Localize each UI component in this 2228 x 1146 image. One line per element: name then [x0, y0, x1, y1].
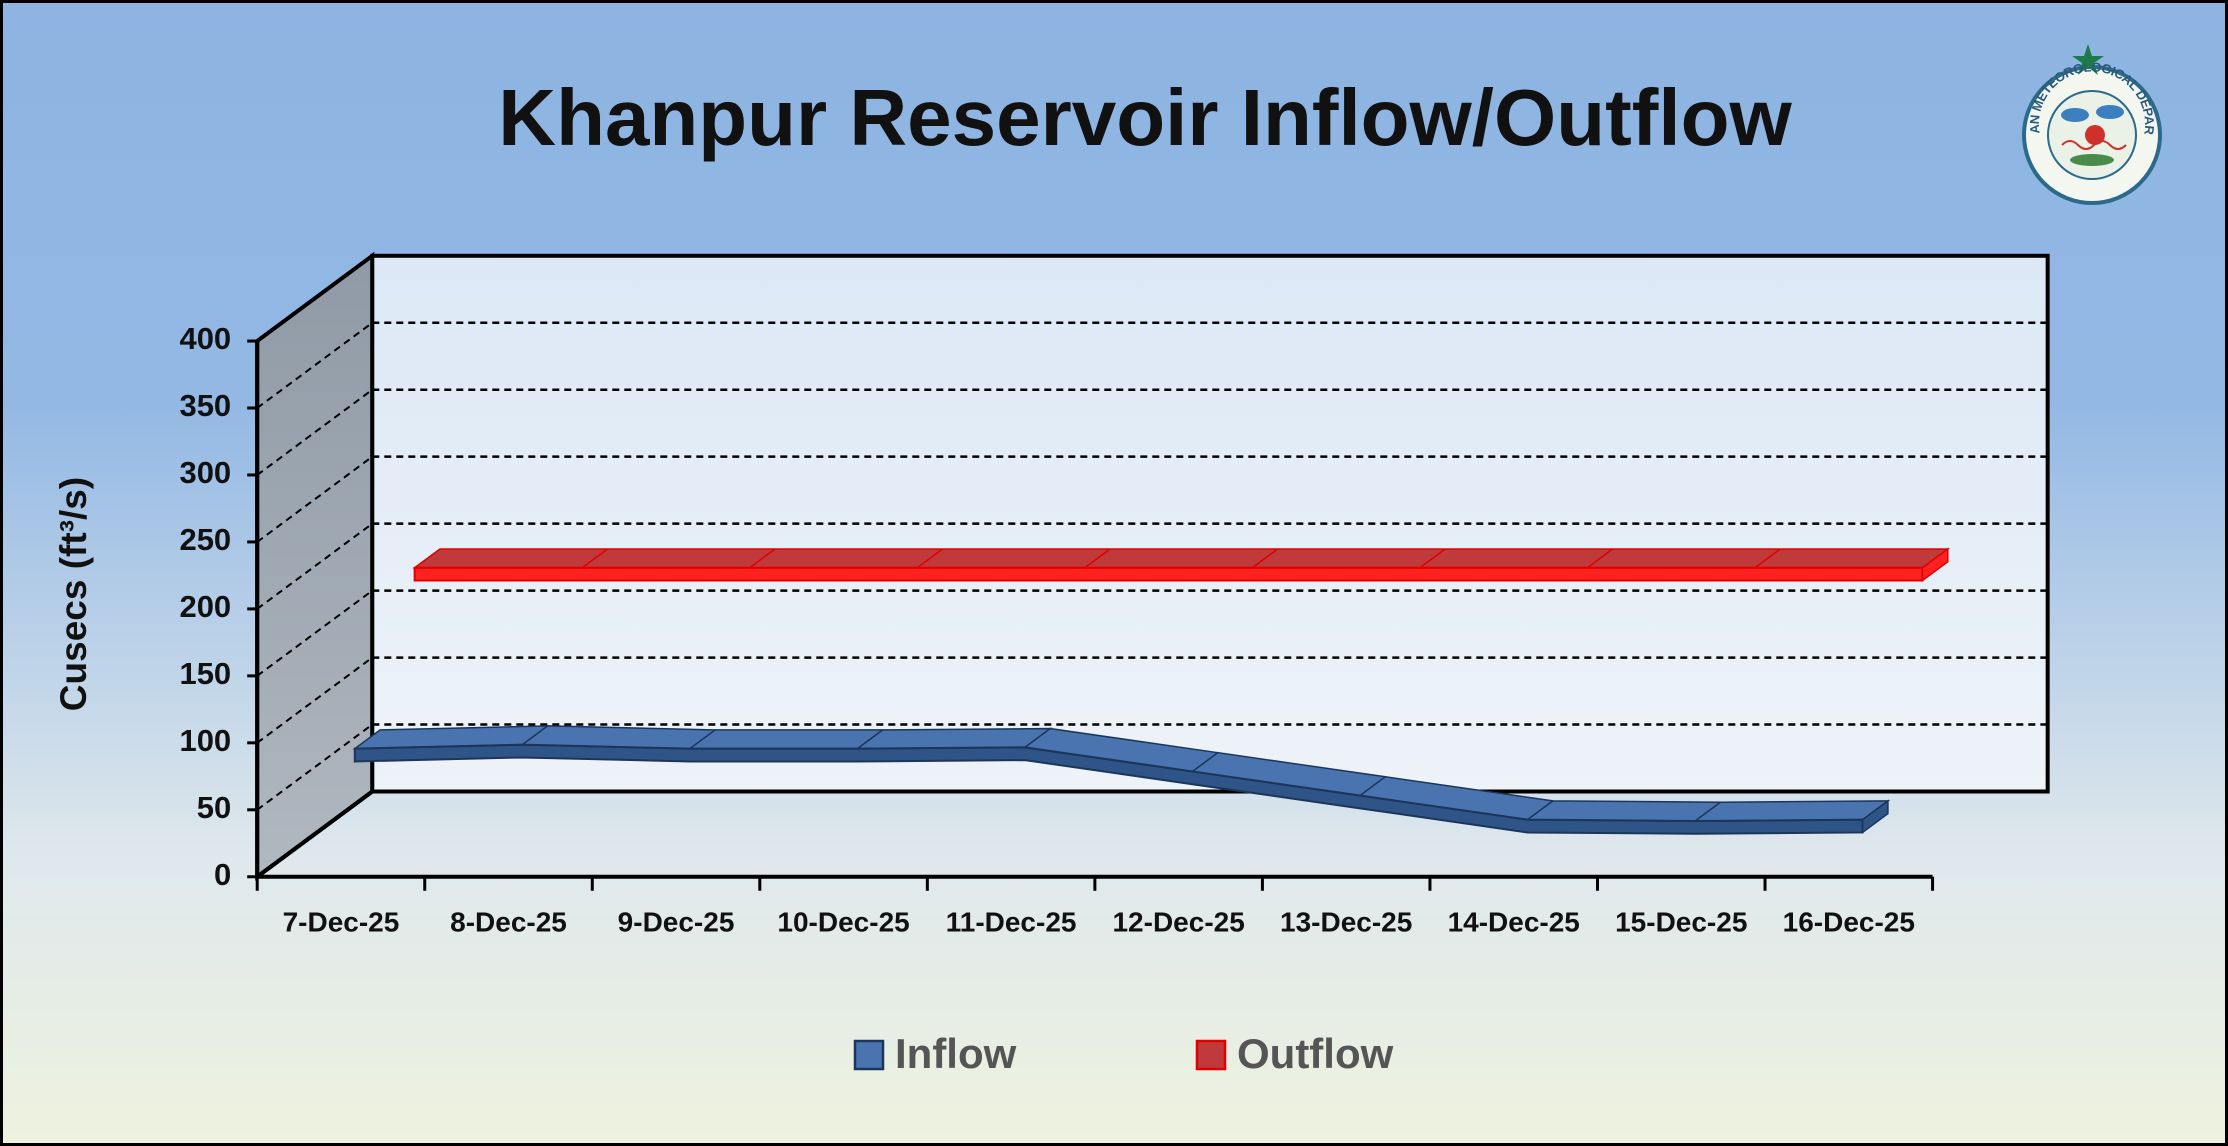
x-tick-label: 15-Dec-25 [1615, 906, 1747, 937]
x-tick-label: 13-Dec-25 [1280, 906, 1412, 937]
x-tick-label: 12-Dec-25 [1112, 906, 1244, 937]
ribbon-cap [1861, 799, 1889, 834]
floor-edge [256, 789, 374, 879]
x-tick-label: 16-Dec-25 [1783, 906, 1915, 937]
logo-cloud [2061, 108, 2089, 122]
y-tick-label: 50 [197, 790, 231, 825]
ribbon-cap [1921, 547, 1949, 583]
legend-label: Inflow [895, 1030, 1017, 1077]
logo-sun [2085, 125, 2105, 145]
y-tick-label: 400 [179, 321, 231, 356]
chart-title: Khanpur Reservoir Inflow/Outflow [498, 73, 1792, 162]
logo-wave [2061, 140, 2127, 150]
x-tick-label: 7-Dec-25 [283, 906, 400, 937]
y-tick-label: 350 [179, 388, 231, 423]
y-tick-label: 200 [179, 589, 231, 624]
x-tick-label: 8-Dec-25 [450, 906, 567, 937]
x-tick-label: 10-Dec-25 [777, 906, 909, 937]
y-tick-label: 250 [179, 522, 231, 557]
legend-swatch [1195, 1039, 1227, 1071]
legend-label: Outflow [1237, 1030, 1394, 1077]
logo-cloud [2096, 105, 2124, 119]
x-tick-label: 14-Dec-25 [1448, 906, 1580, 937]
y-tick-label: 100 [179, 723, 231, 758]
back-wall [370, 253, 2050, 794]
series-line [354, 743, 1863, 822]
y-tick-label: 300 [179, 455, 231, 490]
ribbon-side [413, 566, 1924, 582]
logo-land [2070, 154, 2114, 166]
y-tick-label: 150 [179, 656, 231, 691]
y-tick-label: 0 [214, 857, 231, 892]
legend-swatch [853, 1039, 885, 1071]
y-axis-label: Cusecs (ft³/s) [53, 477, 94, 711]
x-tick-label: 11-Dec-25 [946, 906, 1077, 937]
ribbon-face [412, 548, 1951, 569]
logo-star [2072, 44, 2104, 75]
x-tick-label: 9-Dec-25 [618, 906, 735, 937]
side-wall [255, 251, 375, 881]
logo [2022, 44, 2162, 205]
